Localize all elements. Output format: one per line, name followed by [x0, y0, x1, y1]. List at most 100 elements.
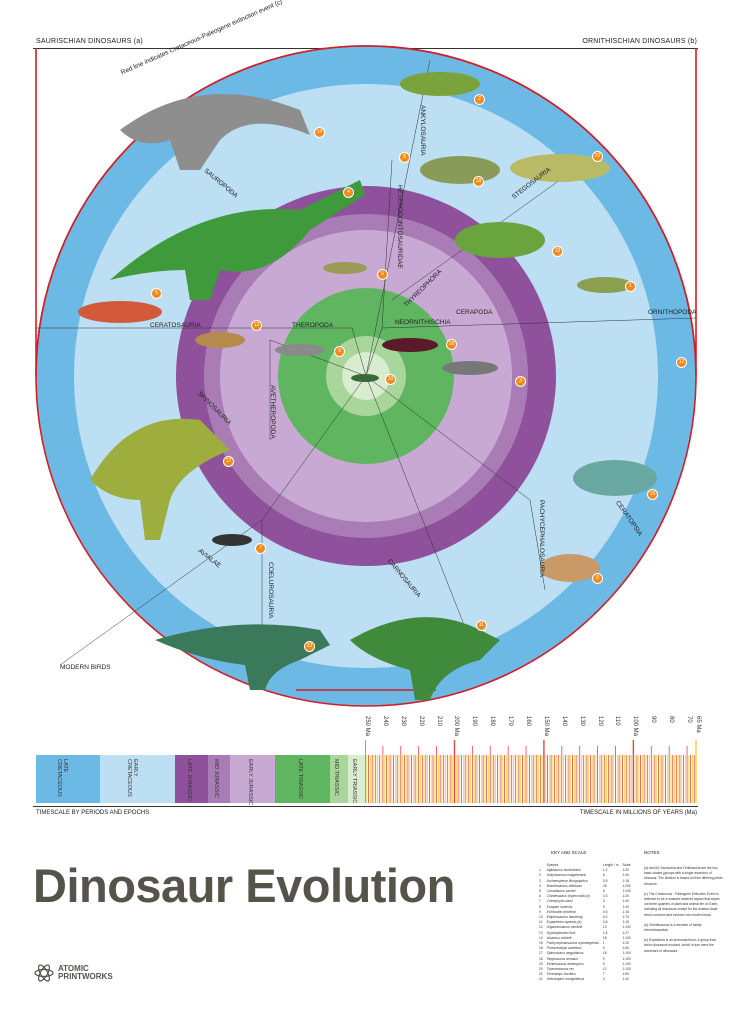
logo-line-2: PRINTWORKS — [58, 972, 113, 981]
segment-mid-triassic: MID TRIASSIC — [330, 755, 348, 803]
tick-label: 240 — [381, 716, 388, 727]
species-marker: 8 — [592, 573, 603, 584]
key-length: 3 — [602, 899, 605, 904]
segment-early-jurassic: EARLY JURASSIC — [230, 755, 275, 805]
tick-label: 90 — [650, 716, 657, 723]
note-item: (e) Euparkeria is an archosauriform, a g… — [644, 938, 717, 953]
key-row: 3 Archaeopteryx lithographica 0.5 1:15 — [537, 879, 633, 884]
key-scale: 1:100 — [622, 967, 631, 972]
clade-ceratosauria: CERATOSAURIA — [150, 322, 201, 329]
species-marker: 11 — [476, 620, 487, 631]
million-year-stripes — [365, 740, 697, 803]
species-marker: 3 — [515, 376, 526, 387]
key-row: 18 Stegosaurus armatus 9 1:100 — [537, 957, 633, 962]
key-number: 14 — [539, 935, 543, 940]
key-number: 20 — [539, 967, 543, 972]
heterodontosaurus-figure — [382, 338, 438, 352]
key-number: 19 — [539, 961, 543, 966]
key-number: 3 — [539, 878, 541, 883]
clade-neornithischia: NEORNITHISCHIA — [395, 319, 451, 326]
tick-label: 150 Ma — [542, 716, 549, 737]
notes-heading: NOTES — [644, 850, 660, 855]
key-length: 18 — [602, 935, 607, 940]
modern-birds-label: MODERN BIRDS — [60, 664, 111, 671]
clade-theropoda: THEROPODA — [292, 322, 334, 329]
key-row: 16 Protoceratops andrewsi 5 1:60 — [537, 946, 633, 951]
clade-ornithopoda: ORNITHOPODA — [648, 309, 697, 316]
key-length: 18 — [602, 951, 607, 956]
elaphrosaurus-figure — [195, 332, 245, 348]
key-length: 8 — [602, 889, 605, 894]
species-marker: 8 — [399, 152, 410, 163]
key-row: 5 Carnotaurus sastrei 8 1:100 — [537, 889, 633, 894]
key-length: 9 — [602, 956, 605, 961]
period-label: MID TRIASSIC — [333, 759, 339, 796]
key-row: 4 Brachiosaurus altithorax 26 1:200 — [537, 884, 633, 889]
key-scale: 1:60 — [622, 946, 629, 951]
tick-label: 140 — [560, 716, 567, 727]
key-length: 2.3 — [602, 894, 608, 899]
period-label: LATE CRETACEOUS — [56, 759, 68, 797]
period-label: LATE JURASSIC — [185, 759, 192, 802]
key-species: Isisaurus colberti — [546, 935, 572, 940]
notes: (a) and (b) Saurischia and Ornithischia … — [644, 866, 724, 959]
key-length: 5 — [602, 946, 605, 951]
saurischian-label: SAURISCHIAN DINOSAURS (a) — [36, 38, 143, 45]
note-item: (a) and (b) Saurischia and Ornithischia … — [644, 866, 723, 886]
archaeopteryx-figure — [212, 534, 252, 546]
tick-label: 190 — [471, 716, 478, 727]
species-marker: 5 — [377, 269, 388, 280]
key-species: Elaphrosaurus bambergi — [546, 915, 583, 920]
key-scale: 1:27 — [622, 930, 629, 935]
key-scale: 1:100 — [622, 925, 631, 930]
agilisaurus-figure — [442, 361, 498, 375]
species-marker: 10 — [385, 374, 396, 385]
species-marker: 1 — [625, 281, 636, 292]
evolution-circle — [35, 45, 697, 707]
key-length: 13 — [602, 925, 607, 930]
hypsilophodon-figure — [577, 277, 633, 293]
key-species: Stegosaurus armatus — [546, 956, 579, 961]
key-length: 0.6 — [602, 920, 608, 925]
species-marker: 18 — [473, 176, 484, 187]
key-number: 2 — [539, 873, 541, 878]
key-table: Species Length / m Scale 1 Agilisaurus loud… — [537, 863, 633, 983]
coelophysis-figure — [323, 262, 367, 274]
segment-early-cretaceous: EARLY CRETACEOUS — [100, 755, 175, 803]
key-number: 4 — [539, 883, 541, 888]
key-scale: 1:40 — [622, 904, 629, 909]
note-item: (c) The Cretaceous - Paleogene Extinctio… — [644, 891, 720, 917]
key-row: 1 Agilisaurus louderbacki 1.2 1:20 — [537, 868, 633, 873]
kentrosaurus-figure — [420, 156, 500, 184]
key-number: 8 — [539, 904, 541, 909]
key-row: 9 Echinodon becklesii 0.6 1:15 — [537, 910, 633, 915]
key-scale: 1:20 — [622, 868, 629, 873]
key-number: 1 — [539, 868, 541, 873]
key-header-row: Species Length / m Scale — [537, 863, 633, 868]
key-length: 0.5 — [602, 878, 608, 883]
timescale-left-caption: TIMESCALE BY PERIODS AND EPOCHS — [36, 810, 150, 816]
key-row: 6 Chindesaurus bryansmalli (d) 2.3 1:20 — [537, 894, 633, 899]
key-species: Protoceratops andrewsi — [546, 946, 582, 951]
key-species: Agilisaurus louderbacki — [546, 868, 581, 873]
key-row: 20 Tyrannosaurus rex 12 1:100 — [537, 967, 633, 972]
key-scale: 1:20 — [622, 894, 629, 899]
key-scale: 1:100 — [622, 956, 631, 961]
key-species: Archaeopteryx lithographica — [546, 878, 588, 883]
protoceratops-figure — [540, 554, 600, 582]
key-species: Hypsilophodon foxii — [546, 930, 576, 935]
species-marker: 9 — [334, 346, 345, 357]
key-number: 7 — [539, 899, 541, 904]
key-number: 9 — [539, 909, 541, 914]
key-scale: 1:40 — [622, 899, 629, 904]
period-label: LATE TRIASSIC — [296, 759, 303, 800]
key-scale: 1:100 — [622, 889, 631, 894]
tick-label: 80 — [668, 716, 675, 723]
key-number: 6 — [539, 894, 541, 899]
key-length: 12 — [602, 967, 607, 972]
key-scale: 1:40 — [622, 873, 629, 878]
species-marker: 16 — [446, 339, 457, 350]
key-row: 22 Velociraptor mongoliensis 3 1:40 — [537, 977, 633, 982]
clade-lines — [36, 59, 697, 666]
key-length: 1 — [602, 941, 605, 946]
